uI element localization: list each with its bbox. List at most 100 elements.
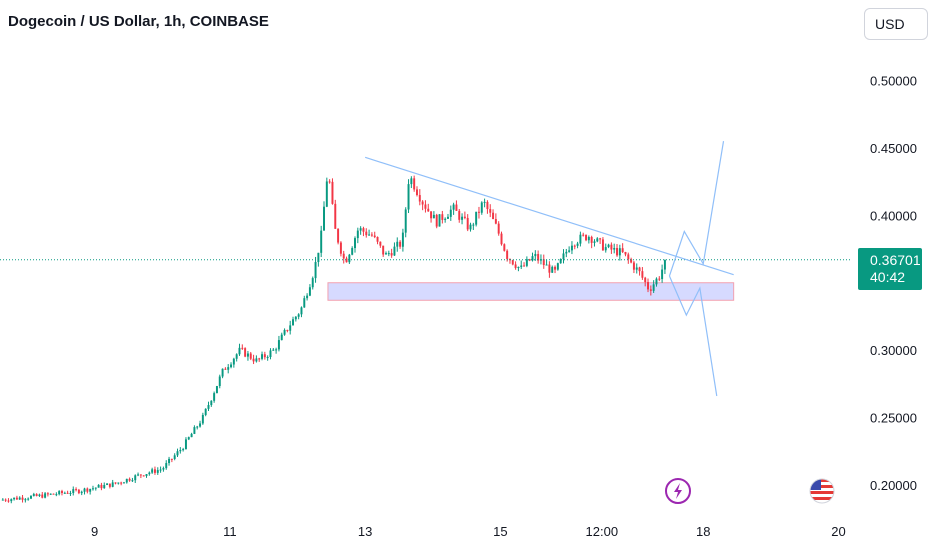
- candle-body: [379, 241, 382, 246]
- candle: [331, 178, 334, 205]
- candle: [314, 256, 317, 283]
- candle-body: [435, 214, 438, 227]
- currency-button[interactable]: USD: [864, 8, 928, 40]
- candle: [122, 481, 125, 484]
- candle: [244, 347, 247, 358]
- candle: [100, 482, 103, 491]
- candle: [466, 214, 469, 232]
- candle-body: [390, 253, 393, 256]
- candle-body: [153, 469, 156, 473]
- candle-body: [46, 493, 49, 495]
- candle: [52, 493, 55, 495]
- candle: [252, 354, 255, 365]
- candle: [4, 498, 7, 502]
- candle: [444, 217, 447, 223]
- candle-body: [630, 259, 633, 263]
- candle: [170, 458, 173, 463]
- candle: [145, 474, 148, 478]
- candle: [432, 211, 435, 219]
- y-axis: 0.50000 0.45000 0.40000 0.30000 0.25000 0.200…: [870, 73, 917, 493]
- candle-body: [339, 242, 342, 254]
- candle: [404, 207, 407, 238]
- candle-body: [647, 282, 650, 290]
- candle: [196, 425, 199, 430]
- candle: [142, 475, 145, 477]
- candle: [475, 211, 478, 227]
- candle-body: [508, 258, 511, 261]
- candle: [1, 498, 4, 501]
- candle: [455, 200, 458, 211]
- candle-body: [348, 254, 351, 263]
- candle: [325, 177, 328, 208]
- candle: [139, 474, 142, 479]
- candle-body: [320, 230, 323, 253]
- candle-body: [661, 269, 664, 280]
- candle: [520, 260, 523, 270]
- candle-body: [162, 468, 165, 470]
- descending-trendline: [364, 156, 734, 276]
- candle: [280, 332, 283, 341]
- candle-body: [534, 253, 537, 257]
- candle: [508, 258, 511, 264]
- candle: [362, 226, 365, 237]
- candle-body: [210, 400, 213, 406]
- x-tick-label: 20: [831, 524, 845, 539]
- candle-body: [413, 178, 416, 190]
- candle-body: [635, 267, 638, 270]
- candle: [266, 355, 269, 361]
- candle-body: [655, 278, 658, 285]
- candle-body: [297, 314, 300, 317]
- candle-body: [556, 263, 559, 270]
- candle: [15, 495, 18, 500]
- candle: [148, 471, 151, 476]
- candle-body: [466, 217, 469, 230]
- candle: [72, 486, 75, 496]
- candle-body: [500, 233, 503, 245]
- candle-body: [599, 238, 602, 240]
- candle-body: [604, 247, 607, 251]
- candle: [630, 257, 633, 264]
- candle-body: [579, 234, 582, 244]
- candle: [368, 229, 371, 236]
- candle-body: [148, 472, 151, 475]
- candle-body: [27, 498, 30, 500]
- candle: [399, 240, 402, 249]
- candle-body: [663, 259, 666, 270]
- lightning-icon[interactable]: [665, 478, 691, 504]
- candle: [348, 253, 351, 265]
- candle-body: [548, 264, 551, 273]
- candle-body: [308, 287, 311, 296]
- candle-body: [72, 489, 75, 494]
- candle: [49, 493, 52, 495]
- candle-body: [213, 393, 216, 401]
- candle: [272, 347, 275, 351]
- candle-body: [480, 202, 483, 213]
- candle-body: [337, 228, 340, 243]
- candle: [652, 280, 655, 293]
- candle: [32, 492, 35, 497]
- candle-body: [15, 497, 18, 500]
- candle: [649, 285, 652, 296]
- candle: [528, 258, 531, 262]
- candle-body: [621, 248, 624, 253]
- candle: [570, 241, 573, 255]
- candle: [187, 436, 190, 441]
- candle-body: [241, 347, 244, 349]
- candle: [449, 205, 452, 221]
- candle-body: [30, 495, 32, 499]
- candle: [134, 474, 137, 483]
- candle-body: [75, 489, 78, 491]
- x-tick-label: 9: [91, 524, 98, 539]
- candle-body: [311, 278, 314, 288]
- candle: [410, 176, 413, 189]
- candle: [503, 243, 506, 252]
- candle: [396, 237, 399, 252]
- candle-body: [401, 232, 404, 247]
- candle: [269, 348, 272, 360]
- candle-body: [542, 259, 545, 266]
- candle: [277, 335, 280, 352]
- candle: [500, 231, 503, 246]
- candle-body: [49, 493, 52, 495]
- candle-body: [652, 284, 655, 291]
